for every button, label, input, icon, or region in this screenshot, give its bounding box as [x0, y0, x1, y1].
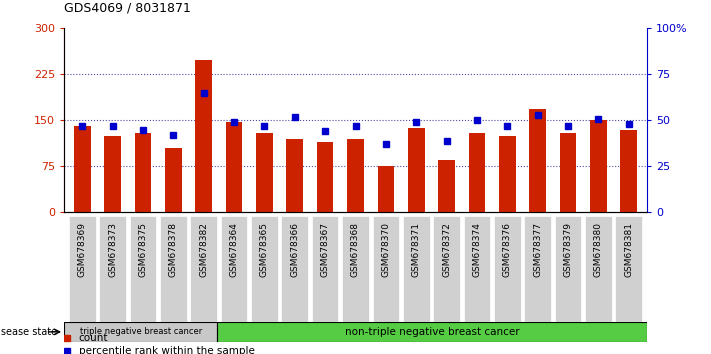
FancyBboxPatch shape	[433, 216, 460, 333]
Bar	[347, 139, 364, 212]
Bar	[469, 133, 486, 212]
FancyBboxPatch shape	[282, 216, 308, 333]
Bar	[378, 166, 394, 212]
Text: disease state: disease state	[0, 327, 57, 337]
FancyBboxPatch shape	[494, 216, 520, 333]
Bar	[74, 126, 90, 212]
Text: GSM678372: GSM678372	[442, 222, 451, 277]
Text: percentile rank within the sample: percentile rank within the sample	[78, 346, 255, 354]
Bar	[165, 148, 181, 212]
Text: GSM678374: GSM678374	[473, 222, 481, 277]
Text: GSM678366: GSM678366	[290, 222, 299, 277]
Text: GSM678380: GSM678380	[594, 222, 603, 277]
Text: GSM678370: GSM678370	[381, 222, 390, 277]
FancyBboxPatch shape	[64, 322, 218, 342]
FancyBboxPatch shape	[69, 216, 95, 333]
FancyBboxPatch shape	[251, 216, 278, 333]
Bar	[105, 136, 121, 212]
Text: GDS4069 / 8031871: GDS4069 / 8031871	[64, 1, 191, 14]
Text: GSM678368: GSM678368	[351, 222, 360, 277]
FancyBboxPatch shape	[218, 322, 647, 342]
Bar	[134, 133, 151, 212]
Bar	[590, 120, 606, 212]
Bar	[408, 128, 424, 212]
FancyBboxPatch shape	[524, 216, 551, 333]
FancyBboxPatch shape	[403, 216, 429, 333]
Text: GSM678364: GSM678364	[230, 222, 238, 277]
Bar	[256, 133, 273, 212]
Bar	[621, 130, 637, 212]
Text: GSM678365: GSM678365	[260, 222, 269, 277]
Text: GSM678367: GSM678367	[321, 222, 330, 277]
Bar	[530, 109, 546, 212]
Bar	[560, 133, 577, 212]
Text: non-triple negative breast cancer: non-triple negative breast cancer	[345, 327, 520, 337]
FancyBboxPatch shape	[191, 216, 217, 333]
Text: GSM678381: GSM678381	[624, 222, 634, 277]
Bar	[225, 121, 242, 212]
FancyBboxPatch shape	[373, 216, 400, 333]
FancyBboxPatch shape	[311, 216, 338, 333]
FancyBboxPatch shape	[220, 216, 247, 333]
Bar	[438, 160, 455, 212]
FancyBboxPatch shape	[616, 216, 642, 333]
Text: triple negative breast cancer: triple negative breast cancer	[80, 327, 202, 336]
Text: GSM678369: GSM678369	[77, 222, 87, 277]
FancyBboxPatch shape	[555, 216, 582, 333]
Bar	[196, 60, 212, 212]
Text: GSM678382: GSM678382	[199, 222, 208, 277]
FancyBboxPatch shape	[160, 216, 187, 333]
FancyBboxPatch shape	[342, 216, 369, 333]
FancyBboxPatch shape	[129, 216, 156, 333]
FancyBboxPatch shape	[464, 216, 491, 333]
Text: GSM678379: GSM678379	[564, 222, 572, 277]
Bar	[287, 139, 303, 212]
Text: GSM678373: GSM678373	[108, 222, 117, 277]
Text: GSM678378: GSM678378	[169, 222, 178, 277]
Text: GSM678375: GSM678375	[139, 222, 147, 277]
FancyBboxPatch shape	[100, 216, 126, 333]
Text: count: count	[78, 333, 108, 343]
Text: GSM678376: GSM678376	[503, 222, 512, 277]
FancyBboxPatch shape	[585, 216, 611, 333]
Bar	[317, 142, 333, 212]
Text: GSM678371: GSM678371	[412, 222, 421, 277]
Text: GSM678377: GSM678377	[533, 222, 542, 277]
Bar	[499, 136, 515, 212]
